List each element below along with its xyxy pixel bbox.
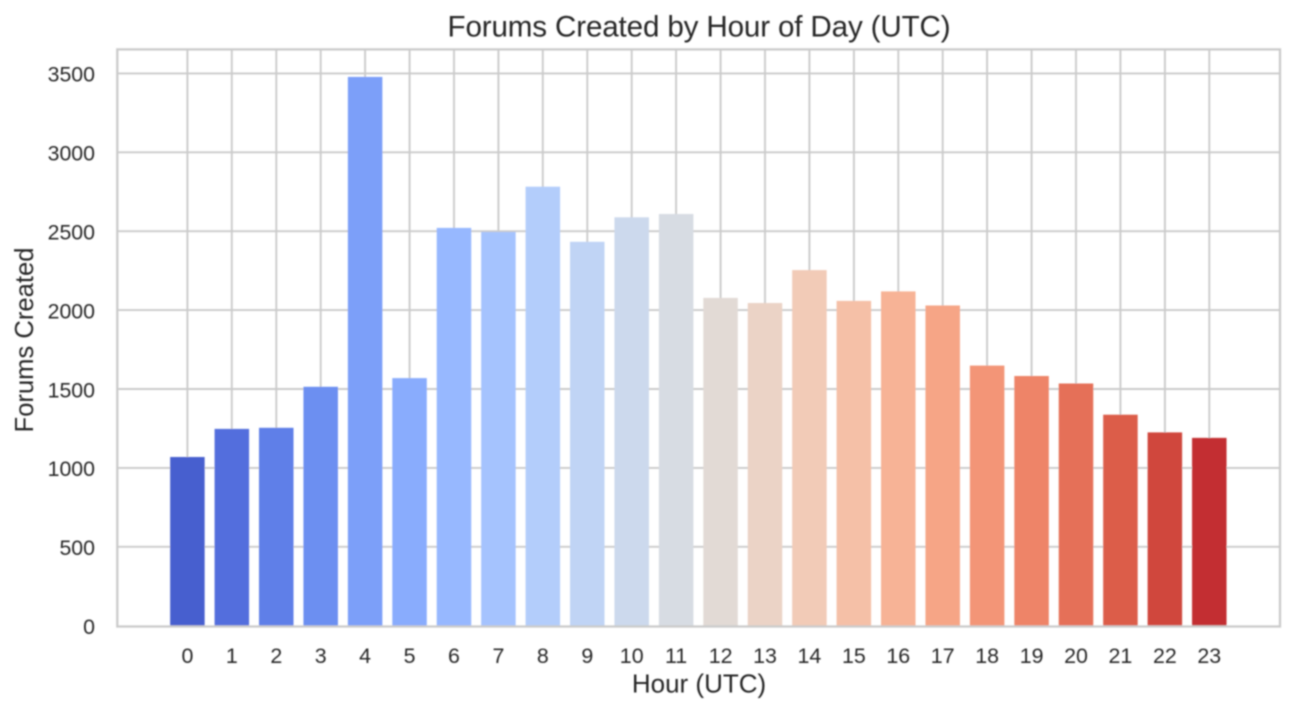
svg-text:2: 2 [270,644,282,668]
svg-text:Forums Created by Hour of Day: Forums Created by Hour of Day (UTC) [448,10,951,43]
svg-text:0: 0 [181,644,193,668]
svg-text:19: 19 [1020,644,1044,668]
svg-text:1500: 1500 [48,378,96,402]
svg-text:22: 22 [1153,644,1177,668]
svg-text:7: 7 [492,644,504,668]
svg-text:20: 20 [1064,644,1088,668]
svg-text:500: 500 [59,536,95,560]
svg-text:21: 21 [1109,644,1133,668]
svg-text:23: 23 [1197,644,1221,668]
svg-text:5: 5 [404,644,416,668]
svg-text:3000: 3000 [48,142,96,166]
svg-text:11: 11 [665,644,687,668]
svg-text:9: 9 [581,644,593,668]
svg-text:0: 0 [83,615,95,639]
svg-text:16: 16 [886,644,910,668]
svg-text:15: 15 [842,644,866,668]
svg-text:Forums Created: Forums Created [11,248,39,433]
svg-text:3: 3 [315,644,327,668]
svg-text:3500: 3500 [48,63,96,87]
svg-text:14: 14 [798,644,822,668]
svg-text:8: 8 [537,644,549,668]
svg-text:2000: 2000 [48,299,96,323]
svg-text:10: 10 [620,644,644,668]
svg-text:1000: 1000 [48,457,96,481]
svg-text:1: 1 [226,644,238,668]
svg-text:18: 18 [975,644,999,668]
svg-text:17: 17 [931,644,955,668]
svg-text:4: 4 [359,644,371,668]
svg-text:13: 13 [753,644,777,668]
svg-text:12: 12 [709,644,733,668]
svg-text:Hour (UTC): Hour (UTC) [632,669,766,699]
svg-text:2500: 2500 [48,221,96,245]
svg-text:6: 6 [448,644,460,668]
